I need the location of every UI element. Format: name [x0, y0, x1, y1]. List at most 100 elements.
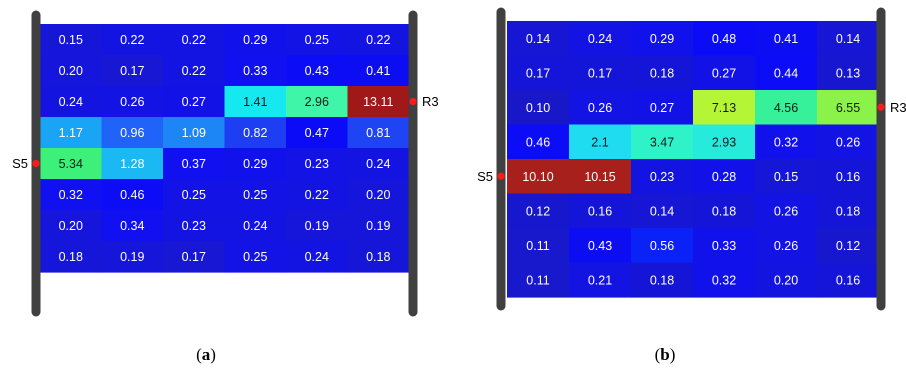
heatmap-cell: [163, 55, 226, 87]
heatmap-cell: [40, 148, 103, 180]
heatmap-cell: [40, 55, 103, 87]
heatmap-cell: [224, 241, 287, 273]
cell-value-label: 1.09: [182, 126, 206, 140]
left-marker-dot: [32, 159, 40, 168]
cell-value-label: 0.27: [712, 66, 736, 80]
heatmap-cell: [631, 124, 694, 160]
cell-value-label: 0.20: [59, 64, 83, 78]
cell-value-label: 0.17: [182, 250, 206, 264]
cell-value-label: 0.18: [366, 250, 390, 264]
heatmap-cell: [347, 55, 410, 87]
heatmap-cell: [817, 228, 880, 264]
heatmap-cell: [286, 117, 349, 149]
cell-value-label: 10.15: [584, 170, 615, 184]
heatmap-cell: [817, 90, 880, 126]
cell-value-label: 4.56: [774, 101, 798, 115]
cell-value-label: 0.22: [366, 33, 390, 47]
cell-value-label: 0.19: [305, 219, 329, 233]
cell-value-label: 0.43: [305, 64, 329, 78]
right-marker-dot: [409, 97, 417, 106]
cell-value-label: 0.27: [182, 95, 206, 109]
heatmap-cell: [101, 241, 164, 273]
cell-value-label: 0.11: [526, 239, 549, 253]
cell-value-label: 0.20: [774, 273, 798, 287]
cell-value-label: 0.14: [526, 32, 550, 46]
cell-value-label: 2.96: [305, 95, 329, 109]
heatmap-cell: [224, 148, 287, 180]
heatmap-cell: [631, 159, 694, 195]
left-marker-label: S5: [12, 156, 28, 171]
right-marker-dot: [877, 103, 885, 111]
heatmap-cell: [755, 21, 818, 57]
heatmap-cell: [163, 86, 226, 118]
cell-value-label: 0.12: [836, 239, 860, 253]
heatmap-cell: [569, 262, 632, 298]
cell-value-label: 1.17: [59, 126, 83, 140]
heatmap-cell: [163, 179, 226, 211]
heatmap-cell: [101, 24, 164, 56]
heatmap-cell: [693, 262, 756, 298]
heatmap-cell: [507, 90, 570, 126]
heatmap-cell: [286, 148, 349, 180]
heatmap-cell: [569, 193, 632, 229]
heatmap-cell: [569, 159, 632, 195]
cell-value-label: 0.18: [59, 250, 83, 264]
cell-value-label: 2.1: [591, 135, 608, 149]
cell-value-label: 0.32: [712, 273, 736, 287]
cell-value-label: 0.22: [305, 188, 329, 202]
cell-value-label: 0.10: [526, 101, 550, 115]
heatmap-cell: [40, 117, 103, 149]
cell-value-label: 0.46: [526, 135, 550, 149]
heatmap-cell: [163, 24, 226, 56]
cell-value-label: 0.23: [650, 170, 674, 184]
heatmap-cell: [507, 262, 570, 298]
cell-value-label: 0.18: [650, 273, 674, 287]
cell-value-label: 0.21: [588, 273, 612, 287]
cell-value-label: 0.29: [243, 33, 267, 47]
cell-value-label: 3.47: [650, 135, 674, 149]
cell-value-label: 6.55: [836, 101, 860, 115]
heatmap-cell: [693, 90, 756, 126]
cell-value-label: 0.14: [650, 204, 674, 218]
heatmap-cell: [286, 241, 349, 273]
heatmap-cell: [507, 193, 570, 229]
heatmap-cell: [224, 55, 287, 87]
heatmap-cell: [347, 241, 410, 273]
cell-value-label: 0.56: [650, 239, 674, 253]
cell-value-label: 0.43: [588, 239, 612, 253]
cell-value-label: 0.29: [650, 32, 674, 46]
heatmap-cell: [224, 179, 287, 211]
cell-value-label: 0.18: [836, 204, 860, 218]
cell-value-label: 0.13: [836, 66, 860, 80]
heatmap-cells: 0.15 0.22 0.22 0.29 0.25 0.22 0.20 0.17 0.22 0.33…: [40, 24, 410, 273]
heatmap-b: 0.14 0.24 0.29 0.48 0.41 0.14 0.17 0.17 0.18 0.27…: [477, 7, 906, 311]
cell-value-label: 0.22: [120, 33, 144, 47]
heatmap-cell: [817, 55, 880, 91]
cell-value-label: 0.26: [774, 204, 798, 218]
heatmap-cells: 0.14 0.24 0.29 0.48 0.41 0.14 0.17 0.17 0.18 0.27…: [507, 21, 880, 298]
heatmap-cell: [693, 124, 756, 160]
left-marker-dot: [497, 172, 505, 180]
heatmap-cell: [347, 86, 410, 118]
heatmap-cell: [693, 159, 756, 195]
cell-value-label: 0.17: [120, 64, 144, 78]
cell-value-label: 0.12: [526, 204, 550, 218]
cell-value-label: 0.25: [243, 250, 267, 264]
cell-value-label: 0.26: [588, 101, 612, 115]
heatmap-cell: [40, 86, 103, 118]
heatmap-cell: [755, 159, 818, 195]
heatmap-cell: [101, 117, 164, 149]
cell-value-label: 7.13: [712, 101, 736, 115]
heatmap-cell: [631, 55, 694, 91]
cell-value-label: 0.24: [305, 250, 329, 264]
heatmap-cell: [569, 90, 632, 126]
cell-value-label: 1.41: [243, 95, 267, 109]
heatmap-cell: [224, 86, 287, 118]
heatmap-cell: [817, 159, 880, 195]
cell-value-label: 0.26: [774, 239, 798, 253]
heatmap-cell: [224, 210, 287, 242]
heatmap-cell: [347, 24, 410, 56]
heatmap-cell: [286, 179, 349, 211]
cell-value-label: 0.24: [59, 95, 83, 109]
cell-value-label: 0.18: [712, 204, 736, 218]
